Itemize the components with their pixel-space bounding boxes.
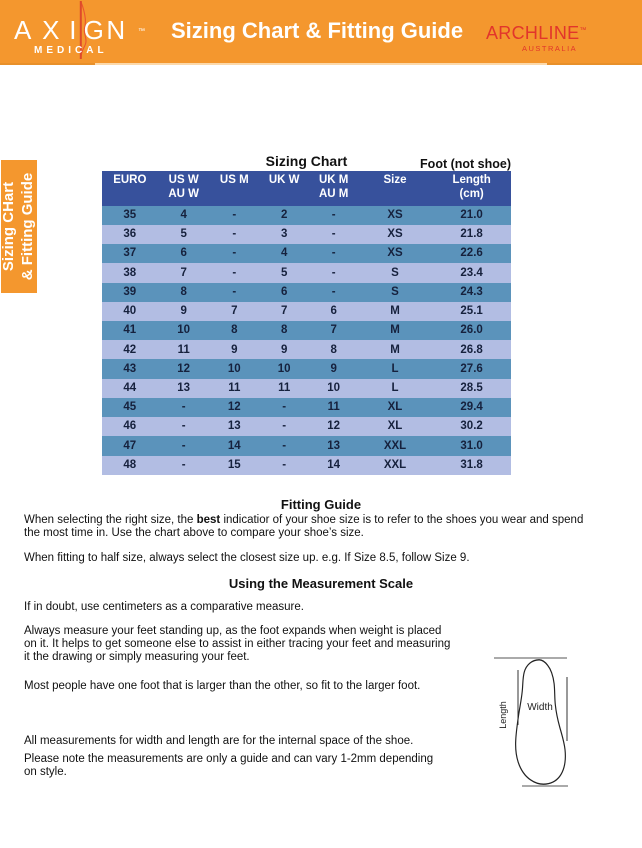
svg-text:Length: Length	[498, 701, 508, 729]
svg-text:Width: Width	[527, 702, 553, 713]
